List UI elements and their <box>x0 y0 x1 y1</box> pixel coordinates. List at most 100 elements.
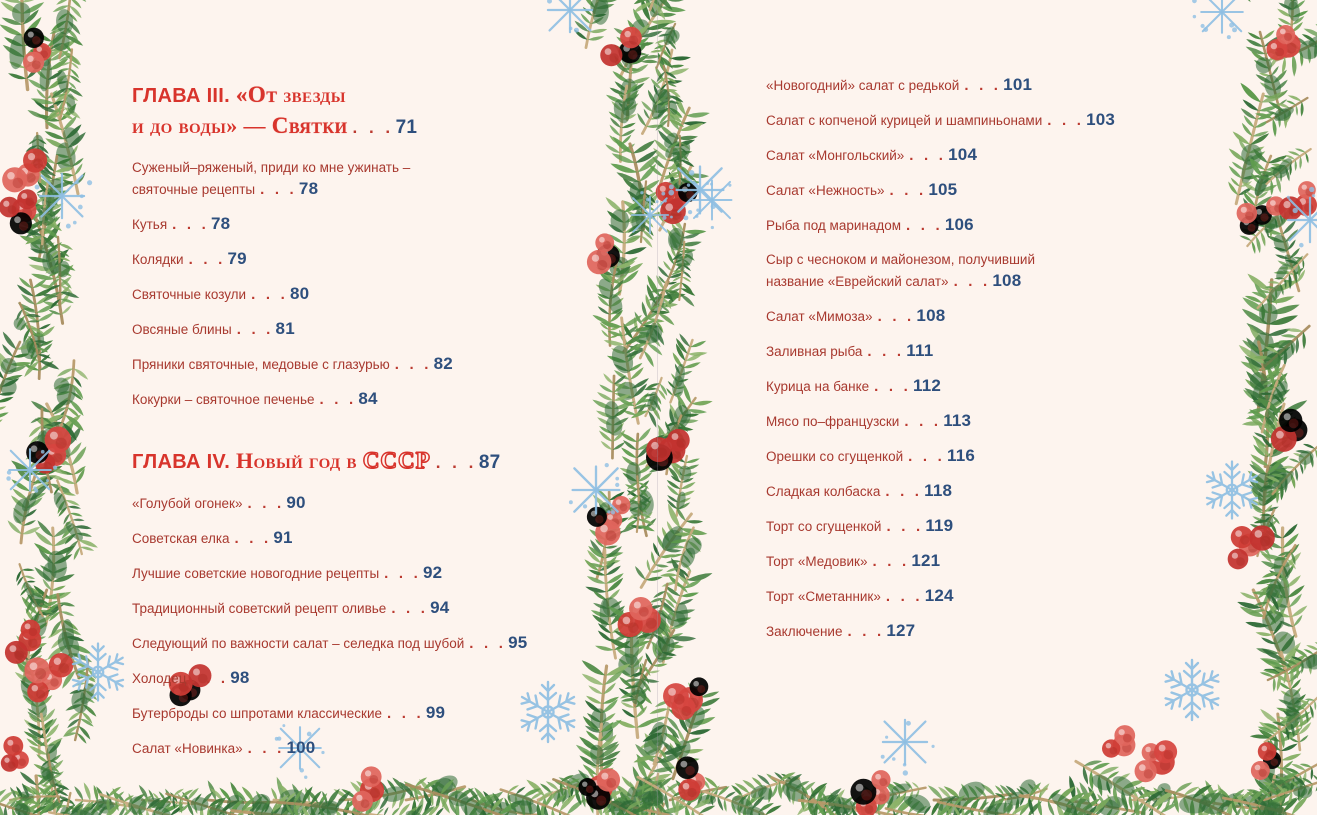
toc-entry-right-8[interactable]: Курица на банке . . . 112 <box>766 375 1166 397</box>
fir-branch <box>53 791 82 815</box>
fir-branch <box>612 776 653 815</box>
fir-branch <box>30 86 86 196</box>
toc-entry-right-6[interactable]: Салат «Мимоза» . . . 108 <box>766 305 1166 327</box>
toc-entry-right-2[interactable]: Салат «Монгольский» . . . 104 <box>766 144 1166 166</box>
toc-entry-right-10[interactable]: Орешки со сгущенкой . . . 116 <box>766 445 1166 467</box>
entry-label-continued: святочные рецепты <box>132 182 256 197</box>
toc-entry-right-14[interactable]: Торт «Сметанник» . . . 124 <box>766 585 1166 607</box>
toc-left-column: ГЛАВА III. «От звезды и до воды» — Святк… <box>132 80 532 772</box>
entry-label: Торт со сгущенкой <box>766 519 882 534</box>
fir-branch <box>40 359 89 441</box>
toc-entry-ch4-1[interactable]: Советская елка . . . 91 <box>132 527 532 549</box>
toc-entry-right-5[interactable]: Сыр с чесноком и майонезом, получивший на… <box>766 249 1166 292</box>
fir-branch <box>27 708 66 813</box>
right-entry-list: «Новогодний» салат с редькой. . . 101 Сала… <box>766 74 1166 642</box>
toc-entry-ch3-1[interactable]: Кутья . . . 78 <box>132 213 532 235</box>
berry-cluster <box>24 652 74 703</box>
chapter-heading-4[interactable]: ГЛАВА IV. Новый год в СССР. . . 87 <box>132 446 532 478</box>
entry-page-number: 78 <box>211 214 231 233</box>
fir-branch <box>634 582 676 654</box>
fir-branch <box>731 772 801 813</box>
berry-cluster <box>4 619 42 664</box>
toc-entry-ch4-3[interactable]: Традиционный советский рецепт оливье . . … <box>132 597 532 619</box>
fir-branch <box>618 274 686 354</box>
chapter-4-title-ussr: СССР <box>362 447 431 473</box>
toc-entry-ch3-0[interactable]: Суженый–ряженый, приди ко мне ужинать – с… <box>132 157 532 200</box>
fir-branch <box>1261 642 1313 752</box>
fir-branch <box>666 453 700 517</box>
entry-page-number: 103 <box>1086 110 1116 129</box>
leader-dots: . . . <box>885 588 923 605</box>
fir-branch <box>625 280 675 368</box>
toc-entry-right-13[interactable]: Торт «Медовик» . . . 121 <box>766 550 1166 572</box>
fir-branch <box>610 136 661 232</box>
chapter-3-title-word1: звезды <box>283 82 346 107</box>
entry-label: Мясо по–французски <box>766 414 900 429</box>
toc-entry-right-4[interactable]: Рыба под маринадом . . . 106 <box>766 214 1166 236</box>
leader-dots: . . . <box>236 321 274 338</box>
leader-dots: . . . <box>906 217 943 234</box>
toc-entry-right-15[interactable]: Заключение . . . 127 <box>766 620 1166 642</box>
toc-entry-ch3-3[interactable]: Святочные козули . . . 80 <box>132 283 532 305</box>
toc-entry-right-1[interactable]: Салат с копченой курицей и шампиньонами.… <box>766 109 1166 131</box>
fir-branch <box>1250 763 1299 815</box>
fir-branch <box>16 563 54 624</box>
fir-branch <box>602 196 647 296</box>
toc-entry-right-3[interactable]: Салат «Нежность» . . . 105 <box>766 179 1166 201</box>
toc-entry-right-0[interactable]: «Новогодний» салат с редькой . . . 101 <box>766 74 1166 96</box>
entry-page-number: 82 <box>433 354 453 373</box>
entry-page-number: 100 <box>286 738 316 757</box>
toc-entry-ch4-4[interactable]: Следующий по важности салат – селедка по… <box>132 632 532 654</box>
toc-entry-ch4-0[interactable]: «Голубой огонек» . . . 90 <box>132 492 532 514</box>
toc-entry-ch3-6[interactable]: Кокурки – святочное печенье . . . 84 <box>132 388 532 410</box>
snowflake-starburst-icon <box>6 448 58 493</box>
fir-branch <box>797 784 861 815</box>
berry-cluster <box>1270 408 1308 452</box>
fir-branch <box>276 786 379 815</box>
entry-label: Святочные козули <box>132 287 247 302</box>
berry-cluster <box>1102 725 1136 758</box>
fir-branch <box>626 786 688 815</box>
fir-branch <box>656 807 679 815</box>
entry-label: Салат «Новинка» <box>132 741 243 756</box>
fir-branch <box>1228 82 1288 206</box>
fir-branch <box>16 277 56 381</box>
toc-entry-right-9[interactable]: Мясо по–французски . . . 113 <box>766 410 1166 432</box>
entry-label: Заключение <box>766 624 843 639</box>
toc-entry-ch3-4[interactable]: Овсяные блины . . . 81 <box>132 318 532 340</box>
toc-entry-ch3-5[interactable]: Пряники святочные, медовые с глазурью . .… <box>132 353 532 375</box>
chapter-heading-3[interactable]: ГЛАВА III. «От звезды и до воды» — Святк… <box>132 80 532 143</box>
fir-branch <box>1253 203 1306 293</box>
leader-dots: . . . <box>872 553 910 570</box>
fir-branch <box>0 789 54 815</box>
fir-branch <box>655 64 685 131</box>
fir-branch <box>41 753 74 807</box>
fir-branch <box>467 787 542 815</box>
fir-branch <box>1241 148 1288 230</box>
berry-cluster <box>646 428 690 471</box>
toc-entry-ch4-7[interactable]: Салат «Новинка» . . . 100 <box>132 737 532 759</box>
entry-page-number: 111 <box>906 341 934 360</box>
toc-entry-ch4-2[interactable]: Лучшие советские новогодние рецепты . . .… <box>132 562 532 584</box>
toc-entry-right-7[interactable]: Заливная рыба . . . 111 <box>766 340 1166 362</box>
toc-entry-right-12[interactable]: Торт со сгущенкой . . . 119 <box>766 515 1166 537</box>
fir-branch <box>552 775 655 815</box>
toc-entry-ch3-2[interactable]: Колядки . . . 79 <box>132 248 532 270</box>
toc-entry-ch4-5[interactable]: Холодец . . . 98 <box>132 667 532 689</box>
entry-label: Холодец <box>132 671 187 686</box>
entry-label: Курица на банке <box>766 379 870 394</box>
toc-entry-ch4-6[interactable]: Бутерброды со шпротами классические . . .… <box>132 702 532 724</box>
snowflake-dendrite-icon <box>1205 460 1259 520</box>
fir-branch <box>666 776 728 814</box>
toc-entry-right-11[interactable]: Сладкая колбаска . . . 118 <box>766 480 1166 502</box>
entry-page-number: 112 <box>913 376 942 395</box>
fir-branch <box>1248 543 1297 624</box>
fir-branch <box>660 526 702 594</box>
fir-branch <box>40 0 84 66</box>
berry-cluster <box>617 597 661 638</box>
fir-branch <box>648 93 710 186</box>
entry-label: Кутья <box>132 217 168 232</box>
fir-branch <box>1130 783 1184 814</box>
fir-branch <box>1239 199 1297 254</box>
berry-cluster <box>600 26 642 67</box>
